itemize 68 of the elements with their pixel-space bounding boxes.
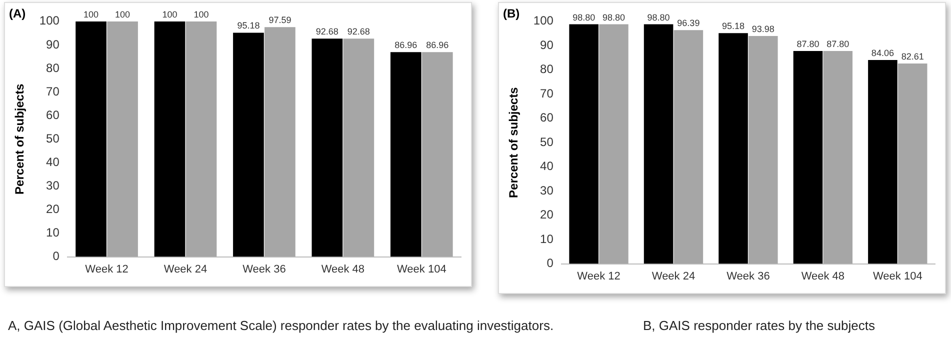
y-tick-label: 80: [46, 60, 60, 75]
y-tick-label: 70: [540, 86, 554, 100]
bar: [823, 50, 853, 264]
x-tick-label: Week 104: [872, 270, 922, 282]
y-tick-label: 30: [540, 183, 554, 198]
data-label: 98.80: [572, 12, 596, 22]
y-tick-label: 60: [540, 110, 554, 125]
x-tick-label: Week 12: [577, 270, 620, 282]
y-tick-label: 40: [540, 159, 554, 174]
y-tick-label: 0: [52, 249, 60, 264]
y-tick-label: 40: [46, 154, 60, 169]
x-tick-label: Week 24: [652, 270, 696, 282]
y-tick-label: 50: [46, 131, 60, 146]
y-tick-label: 0: [546, 256, 554, 270]
data-label: 100: [84, 9, 99, 20]
x-tick-label: Week 36: [242, 263, 286, 276]
x-tick-label: Week 48: [321, 263, 365, 276]
data-label: 87.80: [796, 38, 820, 49]
data-label: 97.59: [268, 15, 292, 26]
y-tick-label: 70: [46, 84, 60, 98]
bar: [674, 30, 704, 264]
data-label: 86.96: [426, 40, 449, 50]
chart-title: (B): [503, 6, 520, 21]
y-tick-label: 10: [46, 226, 60, 240]
x-tick-label: Week 36: [726, 270, 770, 282]
y-tick-label: 30: [46, 178, 60, 192]
data-label: 93.98: [752, 24, 774, 34]
data-label: 95.18: [237, 20, 260, 31]
y-axis-title: Percent of subjects: [506, 86, 521, 198]
data-label: 84.06: [871, 48, 894, 58]
bar: [569, 24, 598, 264]
data-label: 98.80: [647, 12, 670, 22]
y-tick-label: 20: [46, 202, 60, 216]
y-tick-label: 20: [540, 208, 554, 222]
data-label: 100: [194, 9, 209, 20]
data-label: 100: [162, 9, 178, 20]
x-tick-label: Week 24: [164, 263, 208, 276]
data-label: 87.80: [826, 38, 850, 49]
data-label: 82.61: [901, 52, 924, 62]
y-tick-label: 80: [540, 62, 554, 76]
chart-title: (A): [9, 6, 26, 21]
bar: [599, 24, 628, 264]
data-label: 96.39: [677, 18, 700, 28]
y-tick-label: 100: [39, 14, 60, 28]
bar: [748, 36, 778, 264]
data-label: 95.18: [722, 21, 745, 32]
text: A, GAIS (Global Aesthetic Improvement Scale) responder rates by the evaluating investigators.: [8, 318, 554, 333]
data-label: 92.68: [347, 26, 370, 37]
y-tick-label: 100: [533, 14, 554, 28]
y-tick-label: 60: [46, 108, 60, 122]
data-label: 98.80: [602, 12, 625, 22]
bar: [718, 33, 748, 264]
y-tick-label: 90: [540, 38, 554, 52]
y-axis-title: Percent of subjects: [12, 83, 27, 194]
x-tick-label: Week 48: [801, 270, 845, 282]
x-tick-label: Week 104: [396, 263, 446, 276]
text: B, GAIS responder rates by the subjects: [643, 318, 875, 333]
data-label: 100: [115, 9, 130, 20]
y-tick-label: 50: [540, 134, 554, 149]
y-tick-label: 90: [46, 37, 60, 52]
y-tick-label: 10: [540, 232, 554, 246]
bar: [868, 60, 898, 264]
bar: [898, 64, 928, 264]
x-tick-label: Week 12: [85, 263, 128, 276]
bar: [793, 50, 823, 264]
bar: [644, 24, 674, 264]
data-label: 92.68: [316, 26, 338, 37]
data-label: 86.96: [394, 40, 418, 50]
